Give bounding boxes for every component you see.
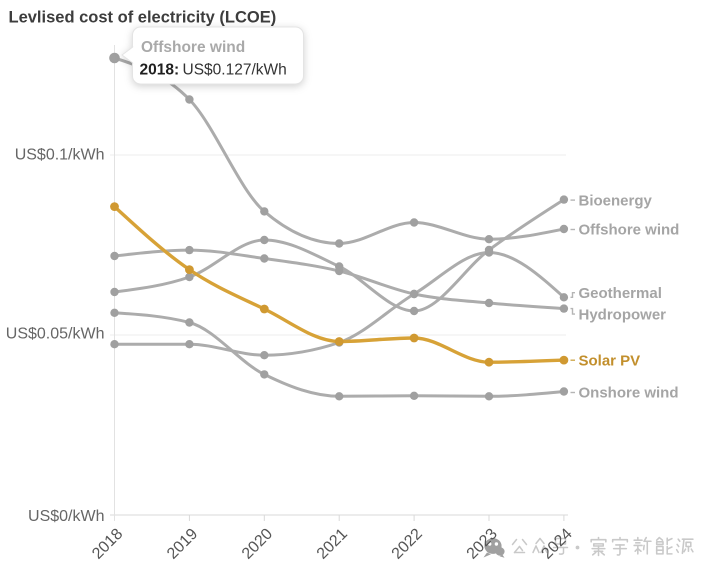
svg-text:Offshore wind: Offshore wind <box>579 222 680 239</box>
svg-text:2019: 2019 <box>164 525 201 562</box>
svg-text:2018:: 2018: <box>140 62 180 79</box>
svg-text:2018: 2018 <box>89 525 126 562</box>
svg-text:US$0.1/kWh: US$0.1/kWh <box>15 147 105 164</box>
svg-text:2020: 2020 <box>239 525 276 562</box>
svg-text:2024: 2024 <box>539 525 576 562</box>
svg-text:Bioenergy: Bioenergy <box>579 192 653 209</box>
svg-text:Levlised cost of electricity (: Levlised cost of electricity (LCOE) <box>9 9 277 27</box>
svg-text:US$0/kWh: US$0/kWh <box>28 508 104 525</box>
svg-text:US$0.127/kWh: US$0.127/kWh <box>183 62 287 79</box>
svg-text:US$0.05/kWh: US$0.05/kWh <box>6 326 105 343</box>
svg-text:Solar PV: Solar PV <box>579 352 641 369</box>
svg-text:Onshore wind: Onshore wind <box>579 385 679 402</box>
svg-text:2022: 2022 <box>389 525 426 562</box>
svg-text:Hydropower: Hydropower <box>579 306 667 323</box>
svg-text:2021: 2021 <box>314 525 351 562</box>
svg-text:Offshore wind: Offshore wind <box>141 39 245 56</box>
svg-text:Geothermal: Geothermal <box>579 285 662 302</box>
